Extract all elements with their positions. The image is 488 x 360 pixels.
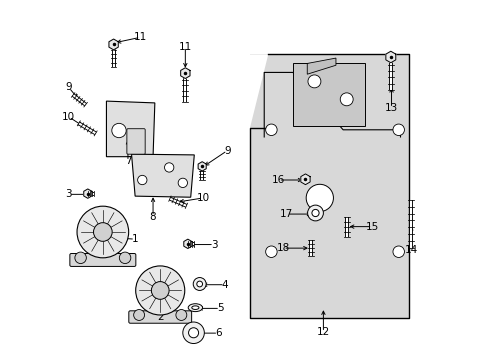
Circle shape (77, 206, 128, 258)
Text: 5: 5 (216, 303, 223, 314)
Text: 16: 16 (271, 175, 285, 185)
Text: 10: 10 (196, 193, 209, 203)
Circle shape (307, 75, 320, 88)
Text: 4: 4 (221, 280, 227, 290)
Polygon shape (249, 54, 268, 128)
Text: 10: 10 (62, 112, 75, 122)
Circle shape (307, 205, 323, 221)
Polygon shape (385, 51, 395, 63)
Circle shape (196, 281, 202, 287)
Circle shape (265, 124, 277, 135)
Ellipse shape (191, 306, 199, 310)
Circle shape (135, 266, 184, 315)
Text: 11: 11 (178, 42, 192, 51)
Circle shape (183, 322, 204, 343)
Polygon shape (180, 68, 190, 78)
FancyBboxPatch shape (128, 311, 191, 323)
Circle shape (151, 282, 169, 299)
Polygon shape (306, 58, 335, 74)
Circle shape (392, 246, 404, 257)
Text: 3: 3 (65, 189, 72, 199)
Polygon shape (106, 101, 155, 157)
Polygon shape (109, 39, 118, 50)
Bar (292, 63, 364, 126)
Circle shape (93, 223, 112, 241)
Text: 7: 7 (124, 156, 131, 166)
Ellipse shape (188, 304, 202, 312)
Circle shape (265, 246, 277, 257)
Text: 18: 18 (276, 243, 289, 253)
Text: 9: 9 (65, 82, 72, 93)
Polygon shape (198, 162, 206, 171)
Text: 13: 13 (384, 103, 397, 113)
Circle shape (178, 178, 187, 188)
Circle shape (75, 252, 86, 264)
Circle shape (311, 210, 319, 217)
Circle shape (176, 310, 186, 320)
Circle shape (340, 93, 352, 106)
Text: 2: 2 (157, 312, 163, 322)
Circle shape (133, 310, 144, 320)
Text: 11: 11 (134, 32, 147, 42)
Text: 9: 9 (224, 145, 230, 156)
Circle shape (188, 328, 198, 338)
Polygon shape (183, 239, 191, 248)
Circle shape (137, 175, 147, 185)
Text: 1: 1 (132, 234, 138, 244)
Polygon shape (131, 154, 194, 197)
Text: 14: 14 (404, 245, 417, 255)
Circle shape (305, 184, 333, 212)
FancyBboxPatch shape (70, 253, 136, 266)
Bar (249, 54, 408, 318)
Text: 12: 12 (316, 327, 329, 337)
Circle shape (119, 252, 131, 264)
Circle shape (392, 124, 404, 135)
Text: 6: 6 (215, 328, 221, 338)
Text: 15: 15 (365, 222, 378, 231)
Circle shape (193, 278, 206, 291)
Circle shape (112, 123, 126, 138)
Polygon shape (300, 174, 309, 185)
Text: 17: 17 (280, 209, 293, 219)
Circle shape (164, 163, 174, 172)
Polygon shape (83, 189, 92, 198)
Text: 3: 3 (210, 239, 217, 249)
Text: 8: 8 (149, 212, 156, 221)
FancyBboxPatch shape (126, 129, 145, 154)
